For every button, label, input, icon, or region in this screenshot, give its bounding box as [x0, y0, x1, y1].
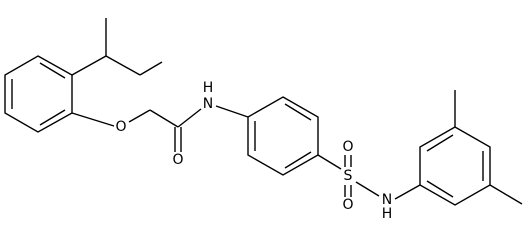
- double-bond: [284, 103, 312, 121]
- bond: [128, 109, 151, 123]
- atom-label: O: [115, 119, 126, 135]
- bond: [394, 184, 421, 200]
- atom-label: S: [344, 168, 353, 184]
- double-bond: [39, 109, 66, 126]
- atom-label: O: [342, 139, 353, 155]
- bonds: [4, 18, 523, 206]
- bond: [71, 112, 115, 127]
- bond: [71, 55, 107, 76]
- bond: [317, 154, 342, 170]
- bond: [177, 108, 202, 128]
- atom-label: H: [203, 80, 214, 96]
- atom-label: N: [203, 96, 213, 112]
- double-bond: [39, 62, 66, 79]
- double-bond: [284, 151, 312, 169]
- benzene-ring: [247, 96, 319, 176]
- double-bond: [426, 134, 454, 152]
- double-bond: [426, 180, 454, 198]
- benzene-ring: [4, 55, 73, 133]
- atom-label: N: [382, 192, 392, 208]
- bond: [489, 184, 523, 205]
- bond: [215, 105, 249, 118]
- atom-label: O: [172, 152, 183, 168]
- bond: [355, 181, 380, 197]
- atom-label: H: [382, 206, 393, 222]
- molecule-diagram: O O H N S O O N H: [4, 18, 523, 222]
- atom-label: O: [342, 197, 353, 213]
- bond: [105, 55, 141, 76]
- benzene-ring: [419, 126, 491, 206]
- bond: [139, 61, 163, 76]
- atom-labels: O O H N S O O N H: [115, 80, 392, 222]
- bond: [149, 109, 179, 128]
